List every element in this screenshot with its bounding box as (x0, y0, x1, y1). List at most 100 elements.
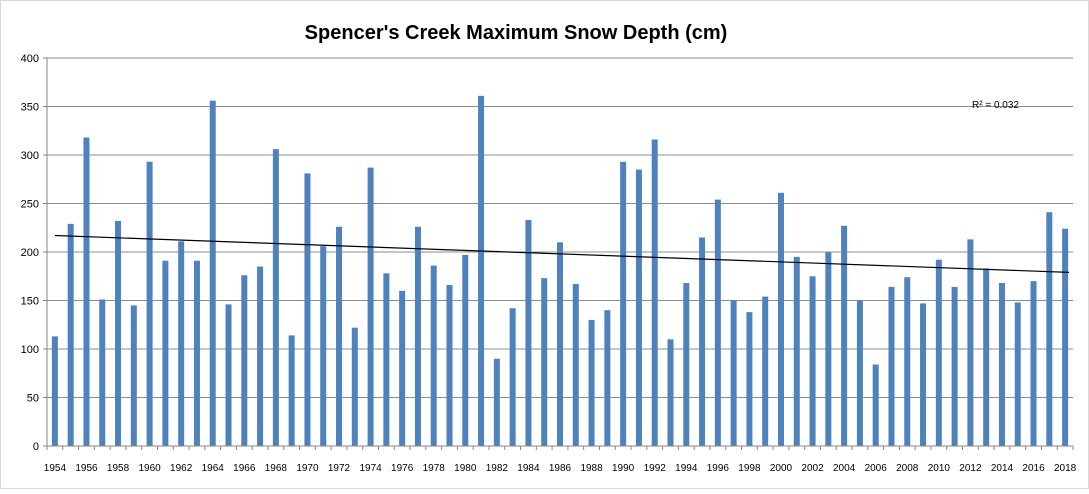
x-tick-label: 2000 (770, 463, 793, 474)
x-tick-label: 2006 (865, 463, 888, 474)
bar-2010 (935, 259, 942, 446)
bar-1985 (541, 278, 548, 446)
x-tick-label: 1990 (612, 463, 635, 474)
bar-1967 (257, 266, 264, 446)
bar-1979 (446, 284, 453, 446)
bar-1960 (146, 161, 153, 447)
bar-2013 (983, 268, 990, 446)
bar-1961 (162, 260, 169, 446)
bar-1969 (288, 335, 295, 446)
bar-1956 (83, 137, 90, 447)
bar-1980 (462, 254, 469, 446)
x-tick-label: 1966 (233, 463, 256, 474)
bar-1955 (67, 223, 74, 446)
bar-2015 (1014, 302, 1021, 446)
x-tick-label: 2004 (833, 463, 856, 474)
bar-1971 (320, 246, 327, 446)
x-tick-label: 1964 (202, 463, 225, 474)
y-tick-label: 350 (21, 102, 39, 114)
bar-1966 (241, 275, 248, 446)
bar-1957 (99, 299, 106, 446)
x-tick-label: 1994 (675, 463, 698, 474)
bar-1999 (762, 296, 769, 446)
bar-1990 (620, 161, 627, 447)
x-tick-label: 2014 (991, 463, 1014, 474)
bar-1958 (115, 220, 122, 446)
bar-2002 (809, 276, 816, 446)
x-tick-label: 1970 (296, 463, 319, 474)
x-tick-label: 1988 (580, 463, 603, 474)
bar-2008 (904, 277, 911, 446)
x-tick-label: 1996 (707, 463, 730, 474)
x-tick-label: 1998 (738, 463, 761, 474)
y-tick-label: 0 (33, 441, 39, 453)
bar-2005 (856, 300, 863, 446)
x-tick-label: 1986 (549, 463, 572, 474)
x-tick-label: 2018 (1054, 463, 1077, 474)
bar-1994 (683, 283, 690, 446)
gridlines (47, 57, 1073, 398)
x-tick-label: 1972 (328, 463, 351, 474)
bar-1987 (572, 284, 579, 446)
bar-2014 (998, 283, 1005, 446)
trendline (54, 234, 1070, 273)
bar-2017 (1046, 212, 1053, 446)
bar-2000 (777, 192, 784, 446)
linear-trendline (54, 234, 1070, 273)
y-tick-label: 50 (27, 393, 39, 405)
bar-1975 (383, 273, 390, 446)
x-tick-label: 1984 (517, 463, 540, 474)
x-tick-label: 1956 (75, 463, 98, 474)
x-tick-label: 1992 (644, 463, 667, 474)
bar-1997 (730, 300, 737, 446)
x-tick-label: 1976 (391, 463, 414, 474)
bar-2003 (825, 252, 832, 446)
bar-1965 (225, 304, 232, 446)
x-tick-label: 1960 (138, 463, 161, 474)
bar-2007 (888, 286, 895, 446)
x-tick-label: 1954 (44, 463, 67, 474)
y-tick-label: 400 (21, 53, 39, 65)
chart-title: Spencer's Creek Maximum Snow Depth (cm) (305, 22, 728, 44)
x-tick-label: 2016 (1022, 463, 1045, 474)
x-tick-label: 2008 (896, 463, 919, 474)
bar-1986 (557, 242, 563, 446)
bar-2018 (1062, 228, 1069, 446)
y-tick-label: 200 (21, 247, 39, 259)
bar-1983 (509, 308, 516, 446)
bar-1959 (130, 305, 137, 446)
x-tick-label: 1974 (359, 463, 382, 474)
x-tick-label: 1962 (170, 463, 193, 474)
bar-1991 (635, 169, 642, 447)
bar-1989 (604, 310, 611, 446)
bars (51, 95, 1069, 447)
bar-1976 (399, 290, 406, 446)
bar-1964 (209, 100, 216, 447)
axes: 0 50 100 150 200 250 300 350 400 1954 1956 1958 1960… (21, 53, 1077, 474)
bar-1978 (430, 265, 437, 446)
x-tick-label: 2012 (959, 463, 982, 474)
x-tick-label: 1982 (486, 463, 509, 474)
x-tick-label: 1980 (454, 463, 477, 474)
bar-1954 (51, 336, 58, 446)
bar-1977 (414, 226, 421, 446)
y-tick-label: 150 (21, 296, 39, 308)
bar-1993 (667, 339, 674, 446)
bar-2012 (967, 239, 974, 446)
bar-2009 (920, 303, 927, 446)
bar-1995 (699, 237, 706, 446)
bar-1988 (588, 319, 595, 446)
bar-1963 (193, 260, 200, 446)
bar-2016 (1030, 281, 1037, 446)
bar-1974 (367, 167, 374, 447)
y-tick-label: 250 (21, 199, 39, 211)
bar-2001 (793, 256, 800, 446)
x-tick-label: 1978 (423, 463, 446, 474)
bar-1972 (336, 226, 343, 446)
x-tick-label: 1958 (107, 463, 130, 474)
x-tick-label: 2002 (801, 463, 824, 474)
bar-1981 (478, 95, 485, 446)
bar-2011 (951, 286, 958, 446)
